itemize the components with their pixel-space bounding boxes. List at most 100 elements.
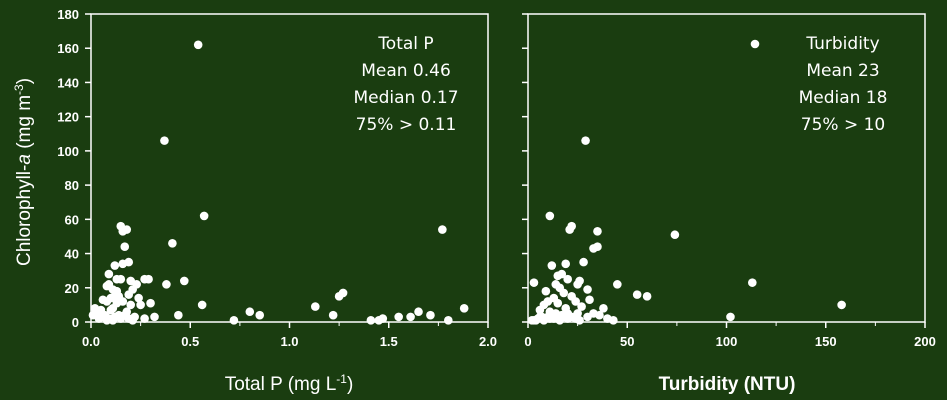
data-point: [122, 225, 132, 234]
data-point: [529, 278, 539, 287]
data-point: [599, 304, 608, 313]
data-point: [583, 312, 592, 322]
total-p-x-axis-label: Total P (mg L-1): [225, 372, 354, 395]
x-tick-label: 0: [524, 334, 531, 349]
data-point: [102, 315, 112, 325]
x-tick-label: 150: [815, 334, 837, 349]
y-tick-label: 0: [72, 315, 79, 330]
data-point: [459, 304, 469, 313]
data-point: [585, 295, 594, 305]
legend-marker: [750, 39, 760, 49]
data-point: [116, 274, 126, 284]
data-point: [545, 211, 555, 221]
data-point: [168, 238, 177, 248]
data-point: [613, 280, 622, 289]
data-point: [199, 211, 209, 221]
x-tick-label: 1.5: [380, 334, 398, 349]
data-point: [120, 242, 130, 252]
data-point: [571, 314, 580, 323]
data-point: [124, 290, 134, 299]
data-point: [444, 315, 453, 325]
data-point: [245, 307, 255, 317]
stats-annotation-line: Median 18: [799, 88, 888, 108]
data-point: [583, 285, 592, 294]
data-point: [541, 286, 551, 296]
data-point: [563, 274, 572, 284]
turbidity-x-axis-label: Turbidity (NTU): [659, 374, 796, 395]
data-point: [553, 314, 563, 323]
data-point: [563, 314, 572, 323]
y-label-italic: a: [14, 154, 35, 165]
data-point: [559, 288, 569, 298]
stats-annotation-line: Total P: [377, 34, 433, 54]
data-point: [104, 269, 114, 279]
data-point: [595, 310, 604, 320]
x-tick-label: 0.5: [181, 334, 199, 349]
data-point: [124, 314, 134, 323]
y-label-main: Chlorophyll-: [14, 165, 35, 266]
data-point: [394, 312, 403, 322]
data-point: [553, 298, 563, 308]
x-tick-label: 0.0: [82, 334, 100, 349]
data-point: [174, 310, 183, 320]
data-point: [535, 305, 545, 315]
data-point: [146, 298, 155, 308]
data-point: [116, 314, 126, 323]
data-point: [179, 276, 189, 286]
x-label-main: Total P (mg L: [225, 374, 337, 395]
x-tick-label: 200: [914, 334, 936, 349]
data-point: [571, 297, 580, 306]
data-point: [561, 259, 571, 269]
data-point: [229, 315, 239, 325]
y-tick-label: 20: [65, 281, 79, 296]
total-p-panel: 0.0 0.5 1.0 1.5 2.0 0 20 40 60 80 100 120 140 160 180 T…: [57, 7, 497, 349]
y-tick-label: 100: [57, 144, 79, 159]
stats-annotation-line: Turbidity: [805, 34, 879, 54]
data-point: [748, 278, 757, 287]
y-tick-label: 140: [57, 75, 79, 90]
y-label-close: ): [14, 78, 35, 84]
data-point: [581, 136, 590, 145]
data-point: [110, 261, 120, 270]
y-tick-label: 40: [65, 247, 79, 262]
data-point: [547, 261, 557, 270]
data-point: [642, 292, 652, 301]
x-tick-label: 50: [620, 334, 634, 349]
data-point: [118, 259, 128, 269]
data-point: [438, 225, 447, 234]
data-point: [162, 280, 171, 289]
data-point: [94, 314, 104, 323]
data-point: [670, 230, 680, 240]
data-point: [543, 312, 553, 322]
data-point: [328, 310, 338, 320]
stats-annotation-line: Median 0.17: [353, 88, 458, 108]
y-label-sup: -3: [12, 84, 26, 95]
data-point: [334, 292, 344, 301]
data-point: [136, 300, 145, 310]
y-tick-label: 160: [57, 41, 79, 56]
x-tick-label: 1.0: [280, 334, 298, 349]
data-point: [589, 244, 598, 253]
data-point: [144, 274, 153, 284]
y-tick-label: 60: [65, 212, 79, 227]
data-point: [406, 312, 415, 322]
data-point: [837, 300, 846, 310]
data-point: [160, 136, 169, 145]
y-tick-label: 120: [57, 110, 79, 125]
data-point: [366, 315, 376, 325]
data-point: [632, 290, 642, 299]
x-label-sup: -1: [336, 372, 347, 386]
y-tick-label: 80: [65, 178, 79, 193]
data-point: [106, 305, 116, 315]
x-tick-label: 100: [716, 334, 738, 349]
data-point: [609, 315, 618, 325]
data-point: [150, 312, 159, 322]
turbidity-panel: 0 50 100 150 200 Turbidity Mean 23 Median 18 75%…: [522, 13, 936, 349]
data-point: [311, 302, 320, 311]
data-point: [593, 227, 602, 236]
data-point: [553, 271, 563, 281]
data-point: [726, 312, 735, 322]
data-point: [193, 40, 203, 50]
stats-annotation-line: 75% > 10: [801, 115, 885, 135]
